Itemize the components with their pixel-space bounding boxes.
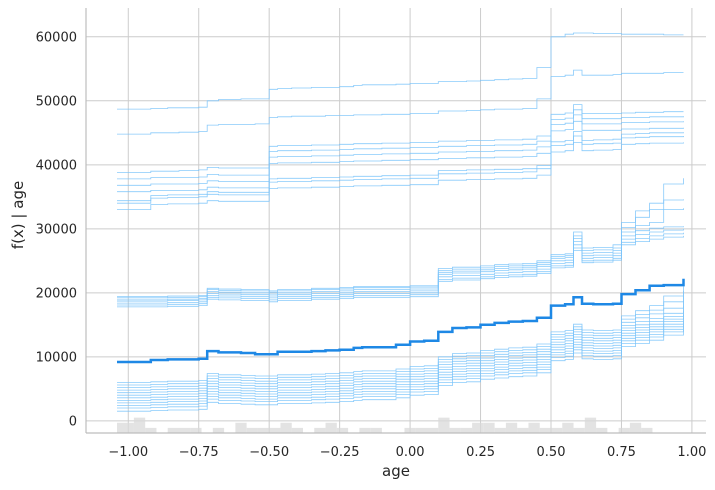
y-tick-label: 10000 [36,350,77,365]
histogram-bar [641,427,653,433]
ice-line [117,323,684,406]
ice-line [117,120,684,193]
histogram-bar [190,427,202,433]
ice-line [117,310,684,396]
histogram-bar [528,422,540,433]
y-tick-label: 0 [69,414,77,429]
histogram-bar [325,422,337,433]
x-axis-title: age [382,462,410,480]
histogram-bar [280,422,292,433]
histogram-bar [145,427,157,433]
x-tick-label: −0.25 [320,445,360,460]
histogram-bar [449,427,461,433]
ice-line [117,306,684,394]
histogram-bar [336,427,349,433]
ice-line [117,226,684,302]
histogram-bar [629,422,642,433]
histogram-bar [517,427,529,433]
y-tick-label: 50000 [36,94,77,109]
histogram-bar [117,422,134,433]
histogram-bar [505,422,518,433]
ice-lines [117,32,684,412]
ice-line [117,329,684,412]
histogram-bar [359,427,371,433]
x-tick-label: 1.00 [677,445,706,460]
histogram-bar [415,427,427,433]
ice-line [117,178,684,298]
ice-line [117,290,684,386]
ice-line [117,301,684,391]
ice-line [117,32,684,110]
histogram-bar [269,427,281,433]
y-tick-label: 20000 [36,286,77,301]
histogram-bar [257,427,270,433]
histogram-bar [596,427,608,433]
x-tick-label: 0.25 [466,445,495,460]
y-tick-label: 60000 [36,30,77,45]
histogram-bar [584,417,597,433]
histogram-bar [438,417,450,433]
ice-line [117,321,684,404]
y-tick-labels: 0 10000 20000 30000 40000 50000 60000 [36,30,77,429]
x-tick-label: −0.50 [249,445,289,460]
histogram-bar [404,427,416,433]
ice-line [117,228,684,304]
histogram-bar [539,427,551,433]
y-axis-title: f(x) | age [9,181,27,249]
histogram-bar [472,422,484,433]
histogram-bar [167,427,179,433]
ice-line [117,142,684,210]
histogram [117,417,653,433]
histogram-bar [212,427,225,433]
x-tick-labels: −1.00 −0.75 −0.50 −0.25 0.00 0.25 0.50 0.75 1.00 [108,445,706,460]
average-line-group [117,278,685,364]
x-tick-label: −1.00 [108,445,148,460]
histogram-bar [235,422,247,433]
ice-line [117,317,684,401]
ice-line [117,135,684,204]
ice-line [117,296,684,388]
histogram-bar [291,427,303,433]
x-tick-label: 0.00 [396,445,425,460]
ice-line [117,104,684,173]
histogram-bar [562,422,574,433]
ice-line [117,199,684,299]
histogram-bar [483,422,495,433]
y-tick-label: 40000 [36,158,77,173]
histogram-bar [246,427,258,433]
axes [85,8,706,434]
ice-line [117,131,684,202]
average-line [117,278,685,364]
y-tick-label: 30000 [36,222,77,237]
ice-line [117,326,684,409]
ice-line [117,109,684,180]
ice-line [117,286,684,383]
x-tick-label: −0.75 [179,445,219,460]
ice-line [117,208,684,301]
histogram-bar [179,427,191,433]
histogram-bar [427,427,439,433]
histogram-bar [370,427,382,433]
x-tick-label: 0.50 [537,445,566,460]
ice-line [117,232,684,306]
gridlines [86,8,706,433]
histogram-bar [133,417,146,433]
ice-line [117,114,684,186]
histogram-bar [618,427,630,433]
histogram-bar [460,427,473,433]
ice-line [117,235,684,308]
ice-line [117,314,684,399]
x-tick-label: 0.75 [607,445,636,460]
ice-line [117,69,684,135]
histogram-bar [551,427,563,433]
histogram-bar [494,427,506,433]
histogram-bar [314,427,326,433]
histogram-bar [573,427,585,433]
